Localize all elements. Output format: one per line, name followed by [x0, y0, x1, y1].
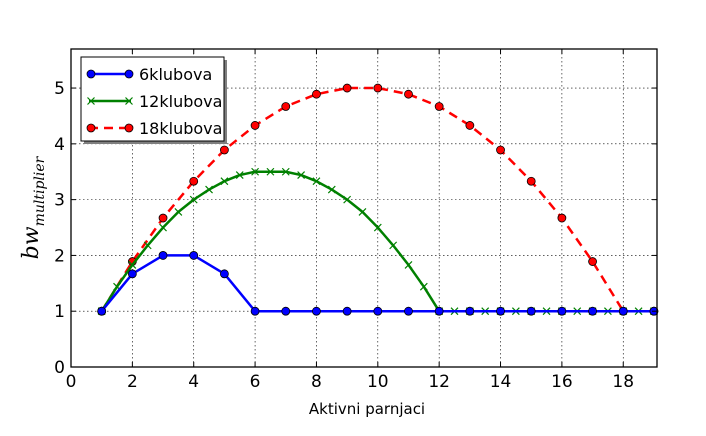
y-axis-label-main: bw: [19, 226, 44, 259]
data-point: [281, 167, 290, 176]
data-point: [434, 102, 444, 111]
x-tick-label: 14: [490, 372, 512, 392]
legend-marker: [86, 123, 96, 133]
data-point: [189, 251, 199, 260]
data-point: [618, 306, 628, 316]
data-point: [343, 195, 352, 204]
data-point: [342, 306, 352, 316]
series-6klubova: [97, 251, 659, 316]
legend-marker: [125, 97, 133, 105]
x-tick-label: 16: [551, 372, 573, 392]
y-axis-label-subscript: multiplier: [32, 155, 48, 226]
data-point: [389, 241, 398, 250]
data-point: [404, 306, 413, 316]
data-point: [266, 167, 275, 176]
data-point: [297, 171, 306, 180]
data-point: [557, 306, 567, 316]
data-point: [557, 213, 567, 223]
data-point: [158, 213, 168, 223]
x-tick-label: 8: [311, 372, 322, 392]
data-point: [281, 102, 291, 111]
data-point: [220, 269, 229, 279]
svg-text:bwmultiplier: bwmultiplier: [19, 155, 48, 259]
data-point: [159, 223, 167, 232]
data-point: [128, 260, 137, 269]
x-tick-label: 2: [127, 372, 138, 392]
x-tick-label: 0: [66, 372, 77, 392]
data-point: [526, 176, 536, 186]
series-layer: [97, 83, 659, 316]
data-point: [373, 223, 382, 232]
legend-label-18klubova: 18klubova: [139, 119, 222, 138]
data-point: [434, 306, 444, 316]
data-point: [220, 145, 229, 155]
series-18klubova: [97, 83, 659, 316]
data-point: [496, 306, 505, 316]
data-point: [143, 241, 152, 250]
y-axis-label: bwmultiplier: [19, 155, 48, 259]
x-tick-label: 4: [188, 372, 199, 392]
data-point: [342, 83, 352, 93]
data-point: [404, 89, 413, 99]
data-point: [496, 145, 505, 155]
data-point: [251, 167, 260, 176]
y-tick-label: 1: [54, 302, 65, 322]
data-point: [158, 251, 168, 260]
data-point: [312, 306, 321, 316]
data-point: [465, 306, 475, 316]
y-tick-label: 2: [54, 246, 65, 266]
data-point: [174, 207, 183, 216]
plot-frame: [70, 48, 658, 368]
data-point: [465, 121, 475, 130]
data-point: [250, 306, 260, 316]
data-point: [588, 306, 597, 316]
data-point: [588, 257, 597, 266]
data-point: [373, 306, 383, 316]
legend-label-6klubova: 6klubova: [139, 65, 212, 84]
y-tick-label: 3: [54, 191, 65, 211]
data-point: [205, 185, 213, 194]
data-point: [250, 121, 260, 130]
x-tick-label: 6: [250, 372, 261, 392]
data-point: [526, 306, 536, 316]
legend: 6klubova 12klubova 18klubova: [80, 56, 227, 144]
data-point: [235, 171, 244, 180]
data-point: [189, 195, 198, 204]
data-point: [373, 83, 383, 93]
y-tick-label: 5: [54, 79, 65, 99]
data-point: [189, 176, 199, 186]
x-tick-label: 12: [428, 372, 450, 392]
data-point: [312, 177, 321, 186]
legend-marker: [87, 97, 95, 105]
data-point: [419, 282, 428, 291]
y-tick-label: 4: [54, 135, 65, 155]
data-point: [404, 260, 413, 269]
data-point: [327, 185, 336, 194]
data-point: [281, 306, 291, 316]
legend-marker: [124, 123, 134, 133]
data-point: [358, 207, 367, 216]
x-tick-label: 10: [367, 372, 389, 392]
x-axis-label: Aktivni parnjaci: [309, 400, 425, 418]
legend-marker: [124, 69, 134, 79]
legend-label-12klubova: 12klubova: [139, 92, 222, 111]
data-point: [220, 177, 229, 186]
data-point: [127, 269, 137, 279]
x-tick-label: 18: [612, 372, 634, 392]
data-point: [312, 89, 321, 99]
y-tick-label: 0: [54, 358, 65, 378]
data-point: [97, 306, 107, 316]
legend-marker: [86, 69, 96, 79]
